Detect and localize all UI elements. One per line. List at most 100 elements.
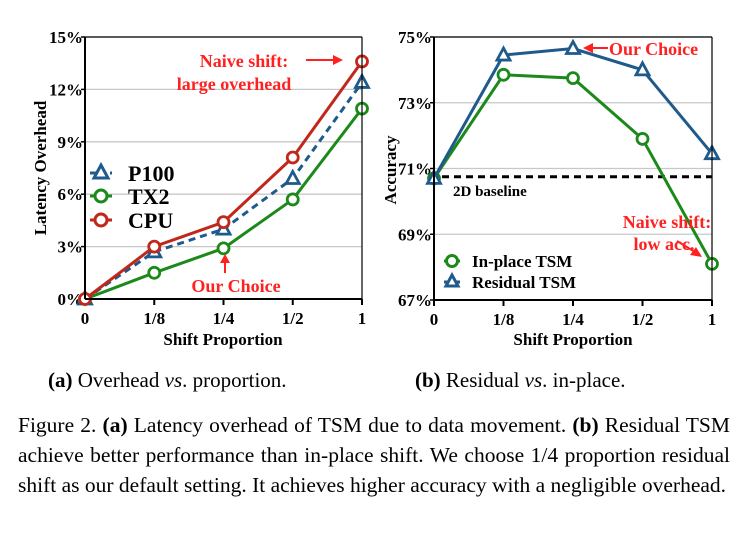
subcaption-a-text-pre: Overhead	[72, 368, 165, 392]
x-tick-label: 1	[708, 310, 717, 329]
figure-caption: Figure 2. (a) Latency overhead of TSM du…	[18, 410, 730, 500]
series-line-residual-tsm	[432, 46, 714, 180]
data-point-in-place-tsm	[566, 71, 580, 85]
circle-marker-icon	[93, 188, 109, 204]
annotation-text: low acc.	[634, 234, 695, 254]
caption-b-text: Residual TSM achieve better performance …	[18, 413, 730, 497]
y-tick-label: 75%	[398, 28, 432, 47]
y-tick-label: 15%	[49, 28, 83, 47]
annotation-text: Naive shift:	[623, 212, 712, 232]
x-tick-label: 0	[430, 310, 439, 329]
x-tick-label: 1/8	[493, 310, 515, 329]
y-tick-label: 73%	[398, 94, 432, 113]
data-point-cpu	[285, 150, 300, 165]
y-tick-label: 0%	[58, 290, 84, 309]
caption-a-text: Latency overhead of TSM due to data move…	[127, 413, 567, 437]
annotation-text: Naive shift:	[200, 51, 289, 71]
figure-canvas: 0% 3% 6% 9% 12% 15% 0 1/8 1/4 1/2 1 Shift Proport…	[31, 28, 721, 349]
chart-a-y-ticks: 0% 3% 6% 9% 12% 15%	[49, 28, 85, 309]
legend-label-residual-tsm: Residual TSM	[472, 273, 576, 292]
y-tick-label: 9%	[58, 133, 84, 152]
y-tick-label: 12%	[49, 80, 83, 99]
x-tick-label: 1	[358, 309, 367, 328]
x-tick-label: 1/4	[213, 309, 235, 328]
subcaption-b-text-pre: Residual	[440, 368, 525, 392]
data-point-tx2	[216, 241, 231, 256]
chart-b-annotation-our-choice: Our Choice	[583, 39, 698, 59]
circle-marker-icon	[93, 212, 109, 228]
y-tick-label: 6%	[58, 185, 84, 204]
chart-b-legend: In-place TSM Residual TSM	[443, 252, 576, 292]
subcaption-a: (a) Overhead vs. proportion.	[48, 368, 287, 393]
data-point-in-place-tsm	[496, 67, 511, 82]
subcaption-a-label: (a)	[48, 368, 73, 392]
chart-a-x-axis-label: Shift Proportion	[163, 330, 283, 349]
series-tx2	[78, 101, 369, 306]
arrow-down-right-icon	[676, 240, 696, 253]
data-point-in-place-tsm	[635, 132, 650, 146]
data-point-tx2	[147, 265, 162, 280]
x-tick-label: 1/2	[282, 309, 304, 328]
triangle-marker-icon	[443, 271, 461, 288]
arrowhead-icon	[690, 247, 702, 257]
annotation-text: Our Choice	[609, 39, 698, 59]
chart-a-annotation-our-choice: Our Choice	[191, 254, 281, 296]
annotation-text: Our Choice	[191, 276, 280, 296]
caption-b-label: (b)	[572, 413, 599, 437]
baseline-2d-label: 2D baseline	[453, 184, 527, 200]
y-tick-label: 71%	[398, 160, 432, 179]
legend-item-cpu: CPU	[90, 208, 173, 233]
y-tick-label: 69%	[398, 225, 432, 244]
chart-b-y-axis-label: Accuracy	[381, 135, 400, 204]
data-point-cpu	[147, 239, 162, 254]
data-point-cpu	[216, 215, 231, 230]
chart-b-series	[425, 38, 721, 271]
legend-label-in-place-tsm: In-place TSM	[472, 252, 572, 271]
y-tick-label: 3%	[58, 238, 84, 257]
chart-b-x-axis-label: Shift Proportion	[513, 330, 633, 349]
legend-item-in-place-tsm: In-place TSM	[444, 252, 572, 271]
data-point-tx2	[285, 192, 300, 207]
data-point-residual-tsm	[564, 38, 582, 55]
triangle-marker-icon	[91, 161, 111, 180]
data-point-p100	[283, 168, 302, 185]
y-tick-label: 67%	[398, 291, 432, 310]
chart-a: 0% 3% 6% 9% 12% 15% 0 1/8 1/4 1/2 1 Shift Proport…	[31, 28, 371, 349]
arrowhead-icon	[583, 43, 593, 53]
subcaption-b-label: (b)	[415, 368, 441, 392]
x-tick-label: 1/8	[143, 309, 165, 328]
legend-label-p100: P100	[128, 161, 174, 186]
chart-a-x-ticks: 0 1/8 1/4 1/2 1	[81, 299, 367, 328]
arrowhead-icon	[220, 254, 230, 263]
chart-b-annotation-naive: Naive shift: low acc.	[623, 212, 712, 257]
chart-a-annotation-naive: Naive shift: large overhead	[177, 51, 343, 94]
legend-item-residual-tsm: Residual TSM	[443, 271, 576, 292]
subcaption-a-italic: vs	[164, 368, 183, 392]
x-tick-label: 0	[81, 309, 90, 328]
subcaption-b-text-post: . in-place.	[542, 368, 626, 392]
chart-b-x-ticks: 0 1/8 1/4 1/2 1	[430, 300, 717, 329]
legend-item-tx2: TX2	[90, 184, 170, 209]
legend-label-cpu: CPU	[128, 208, 173, 233]
arrowhead-icon	[333, 55, 343, 65]
legend-label-tx2: TX2	[128, 184, 170, 209]
subcaption-b-italic: vs	[524, 368, 543, 392]
subcaption-a-text-post: . proportion.	[182, 368, 287, 392]
series-line-cpu	[84, 60, 364, 301]
legend-item-p100: P100	[90, 161, 174, 186]
annotation-text: large overhead	[177, 74, 291, 94]
chart-b-gridlines	[434, 36, 712, 235]
subcaption-b: (b) Residual vs. in-place.	[415, 368, 626, 393]
data-point-residual-tsm	[494, 45, 513, 62]
series-in-place-tsm	[427, 67, 719, 271]
chart-b: 67%69%71%73%75% 0 1/8 1/4 1/2 1 2D baseline …	[381, 28, 721, 349]
caption-a-label: (a)	[102, 413, 128, 437]
chart-b-axes	[433, 36, 713, 301]
chart-a-axes	[84, 36, 363, 300]
chart-b-y-ticks: 67% 69% 71% 73% 75%	[398, 28, 434, 310]
data-point-residual-tsm	[633, 59, 652, 77]
caption-prefix: Figure 2.	[18, 413, 103, 437]
chart-a-y-axis-label: Latency Overhead	[31, 100, 50, 235]
circle-marker-icon	[445, 254, 459, 268]
x-tick-label: 1/2	[632, 310, 654, 329]
